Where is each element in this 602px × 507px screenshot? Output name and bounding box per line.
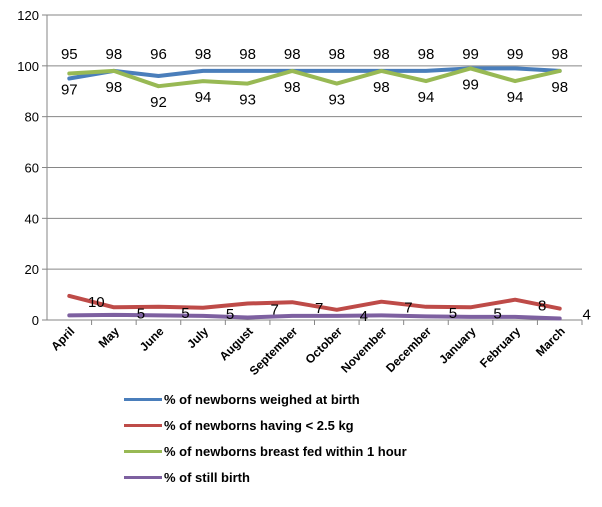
y-tick-label-100: 100 bbox=[17, 59, 39, 74]
label-low-weight-1: 5 bbox=[137, 305, 145, 322]
y-axis-ticks: 0 20 40 60 80 100 120 bbox=[17, 8, 47, 328]
series-lines bbox=[67, 66, 562, 321]
label-weighed-10: 99 bbox=[507, 46, 524, 63]
label-weighed-11: 98 bbox=[551, 46, 568, 63]
label-breast-fed-5: 98 bbox=[284, 79, 301, 96]
legend-item-low-weight: % of newborns having < 2.5 kg bbox=[124, 412, 407, 438]
label-weighed-5: 98 bbox=[284, 46, 301, 63]
label-weighed-6: 98 bbox=[328, 46, 345, 63]
data-labels: 95 98 96 98 98 98 98 98 98 99 99 98 97 98 92 94 93 98 93 98… bbox=[61, 46, 591, 325]
legend-item-breast-fed: % of newborns breast fed within 1 hour bbox=[124, 438, 407, 464]
label-low-weight-7: 7 bbox=[404, 300, 412, 317]
label-low-weight-11: 4 bbox=[583, 307, 591, 324]
label-breast-fed-0: 97 bbox=[61, 81, 78, 98]
legend-label-still-birth: % of still birth bbox=[164, 469, 250, 485]
label-breast-fed-2: 92 bbox=[150, 94, 167, 111]
label-weighed-7: 98 bbox=[373, 46, 390, 63]
label-weighed-2: 96 bbox=[150, 46, 167, 63]
legend-label-low-weight: % of newborns having < 2.5 kg bbox=[164, 417, 354, 433]
label-weighed-9: 99 bbox=[462, 46, 479, 63]
x-tick-label-may: May bbox=[96, 324, 123, 351]
x-tick-label-october: October bbox=[302, 324, 345, 367]
label-low-weight-0: 10 bbox=[88, 294, 105, 311]
gridlines bbox=[47, 14, 582, 270]
label-breast-fed-7: 98 bbox=[373, 79, 390, 96]
x-tick-label-august: August bbox=[217, 324, 256, 363]
x-tick-label-november: November bbox=[338, 324, 390, 376]
legend-swatch-still-birth bbox=[124, 475, 162, 479]
legend-swatch-breast-fed bbox=[124, 449, 162, 453]
label-low-weight-5: 7 bbox=[315, 300, 323, 317]
label-low-weight-10: 8 bbox=[538, 298, 546, 315]
x-tick-label-june: June bbox=[137, 324, 167, 354]
x-tick-label-september: September bbox=[247, 324, 301, 378]
x-tick-label-march: March bbox=[533, 324, 568, 359]
x-tick-label-july: July bbox=[184, 324, 211, 351]
label-breast-fed-9: 99 bbox=[462, 76, 479, 93]
label-breast-fed-4: 93 bbox=[239, 92, 256, 109]
label-breast-fed-10: 94 bbox=[507, 89, 524, 106]
legend-swatch-low-weight bbox=[124, 423, 162, 427]
label-low-weight-4: 7 bbox=[270, 301, 278, 318]
label-low-weight-8: 5 bbox=[449, 305, 457, 322]
y-tick-label-60: 60 bbox=[25, 161, 39, 176]
series-line-3 bbox=[67, 312, 562, 321]
y-tick-label-40: 40 bbox=[25, 211, 39, 226]
legend-label-breast-fed: % of newborns breast fed within 1 hour bbox=[164, 443, 407, 459]
label-weighed-1: 98 bbox=[106, 46, 123, 63]
y-tick-label-120: 120 bbox=[17, 8, 39, 23]
label-breast-fed-8: 94 bbox=[418, 89, 435, 106]
legend-label-weighed: % of newborns weighed at birth bbox=[164, 391, 360, 407]
legend-swatch-weighed bbox=[124, 397, 162, 401]
label-breast-fed-11: 98 bbox=[551, 79, 568, 96]
x-tick-label-february: February bbox=[477, 324, 523, 370]
y-tick-label-20: 20 bbox=[25, 262, 39, 277]
label-weighed-4: 98 bbox=[239, 46, 256, 63]
label-low-weight-3: 5 bbox=[226, 306, 234, 323]
label-low-weight-2: 5 bbox=[181, 305, 189, 322]
label-low-weight-9: 5 bbox=[493, 305, 501, 322]
legend-item-weighed: % of newborns weighed at birth bbox=[124, 386, 407, 412]
y-tick-label-0: 0 bbox=[32, 313, 39, 328]
x-tick-label-january: January bbox=[436, 324, 479, 367]
label-low-weight-6: 4 bbox=[360, 308, 368, 325]
legend: % of newborns weighed at birth % of newb… bbox=[124, 386, 407, 490]
x-tick-label-december: December bbox=[383, 324, 434, 375]
label-weighed-0: 95 bbox=[61, 46, 78, 63]
series-line-1 bbox=[67, 293, 562, 312]
x-tick-label-april: April bbox=[48, 324, 77, 353]
legend-item-still-birth: % of still birth bbox=[124, 464, 407, 490]
label-breast-fed-1: 98 bbox=[106, 79, 123, 96]
label-breast-fed-3: 94 bbox=[195, 89, 212, 106]
y-tick-label-80: 80 bbox=[25, 110, 39, 125]
series-line-2 bbox=[67, 66, 562, 89]
label-weighed-8: 98 bbox=[418, 46, 435, 63]
label-weighed-3: 98 bbox=[195, 46, 212, 63]
series-line-0 bbox=[67, 66, 562, 81]
label-breast-fed-6: 93 bbox=[328, 92, 345, 109]
